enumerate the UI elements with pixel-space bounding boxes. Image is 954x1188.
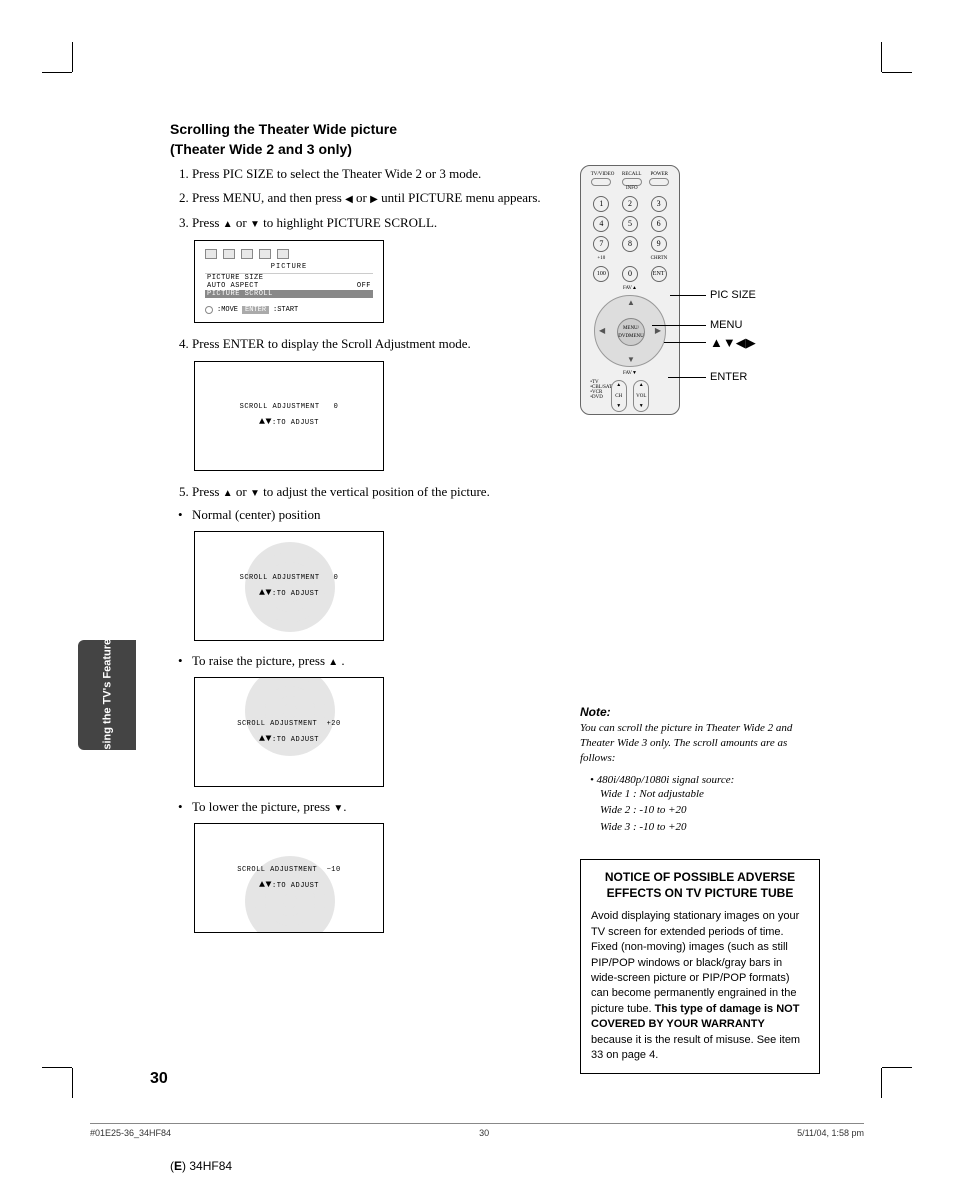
note-source: • 480i/480p/1080i signal source: bbox=[580, 774, 820, 786]
osd-row-autoaspect: AUTO ASPECT bbox=[207, 282, 259, 290]
remote-btn-recall bbox=[622, 178, 642, 186]
remote-num-1: 1 bbox=[593, 196, 609, 212]
up-arrow-icon: ▲ bbox=[328, 657, 338, 668]
section-heading: Scrolling the Theater Wide picture (Thea… bbox=[170, 120, 860, 159]
osd-tab-icon bbox=[259, 249, 271, 259]
callout-menu: MENU bbox=[710, 319, 742, 331]
down-arrow-icon: ▼ bbox=[333, 803, 343, 814]
remote-rocker-ch: ▲CH▼ bbox=[611, 380, 627, 412]
chapter-tab: Using the TV's Features bbox=[78, 640, 136, 750]
osd-title: PICTURE bbox=[201, 263, 377, 271]
osd-tab-icon bbox=[277, 249, 289, 259]
print-footer: #01E25-36_34HF84 30 5/11/04, 1:58 pm bbox=[90, 1128, 864, 1138]
footer-page: 30 bbox=[479, 1128, 489, 1138]
right-arrow-icon: ▶ bbox=[370, 193, 378, 207]
dpad-icon bbox=[205, 306, 213, 314]
osd-scroll-center: SCROLL ADJUSTMENT 0 ▲▼:TO ADJUST bbox=[194, 531, 384, 641]
note-heading: Note: bbox=[580, 705, 820, 719]
remote-num-4: 4 bbox=[593, 216, 609, 232]
bullet-lower: To lower the picture, press ▼. bbox=[170, 799, 550, 815]
step-4: Press ENTER to display the Scroll Adjust… bbox=[192, 335, 550, 353]
remote-btn-power bbox=[649, 178, 669, 186]
note-wide2: Wide 2 : -10 to +20 bbox=[600, 802, 820, 819]
remote-rocker-vol: ▲VOL▼ bbox=[633, 380, 649, 412]
model-number: (E) 34HF84 bbox=[170, 1159, 232, 1173]
osd-scroll-adjustment-blank: SCROLL ADJUSTMENT 0 ▲▼:TO ADJUST bbox=[194, 361, 384, 471]
up-arrow-icon: ▲ bbox=[223, 218, 233, 232]
note-body: You can scroll the picture in Theater Wi… bbox=[580, 721, 820, 766]
remote-num-3: 3 bbox=[651, 196, 667, 212]
chapter-tab-label: Using the TV's Features bbox=[100, 633, 114, 758]
warranty-warning-box: NOTICE OF POSSIBLE ADVERSE EFFECTS ON TV… bbox=[580, 859, 820, 1074]
bullet-raise: To raise the picture, press ▲ . bbox=[170, 653, 550, 669]
footer-date: 5/11/04, 1:58 pm bbox=[797, 1128, 864, 1138]
step-5: Press ▲ or ▼ to adjust the vertical posi… bbox=[192, 483, 550, 501]
page-number: 30 bbox=[150, 1070, 168, 1088]
callout-arrows: ▲▼◀▶ bbox=[710, 335, 756, 351]
step-1: Press PIC SIZE to select the Theater Wid… bbox=[192, 165, 550, 183]
osd-picture-menu: PICTURE PICTURE SIZE AUTO ASPECTOFF PICT… bbox=[194, 240, 384, 323]
osd-tab-icon bbox=[205, 249, 217, 259]
remote-btn-menu: MENU/DVDMENU bbox=[617, 318, 645, 346]
osd-scroll-raised: SCROLL ADJUSTMENT +20 ▲▼:TO ADJUST bbox=[194, 677, 384, 787]
down-arrow-icon: ▼ bbox=[250, 218, 260, 232]
note-wide3: Wide 3 : -10 to +20 bbox=[600, 819, 820, 836]
remote-num-9: 9 bbox=[651, 236, 667, 252]
remote-mode-labels: •TV •CBL/SAT •VCR •DVD bbox=[590, 380, 604, 412]
left-arrow-icon: ◀ bbox=[345, 193, 353, 207]
callout-picsize: PIC SIZE bbox=[710, 289, 756, 301]
remote-num-8: 8 bbox=[622, 236, 638, 252]
remote-num-6: 6 bbox=[651, 216, 667, 232]
warning-body: Avoid displaying stationary images on yo… bbox=[591, 910, 800, 1061]
remote-num-7: 7 bbox=[593, 236, 609, 252]
osd-row-picturescroll: PICTURE SCROLL bbox=[207, 290, 273, 298]
up-arrow-icon: ▲ bbox=[223, 487, 233, 501]
remote-num-5: 5 bbox=[622, 216, 638, 232]
osd-enter-tag: ENTER bbox=[242, 306, 269, 314]
note-wide1: Wide 1 : Not adjustable bbox=[600, 786, 820, 803]
remote-num-2: 2 bbox=[622, 196, 638, 212]
step-2: Press MENU, and then press ◀ or ▶ until … bbox=[192, 189, 550, 207]
step-3: Press ▲ or ▼ to highlight PICTURE SCROLL… bbox=[192, 214, 550, 232]
osd-tab-icon bbox=[223, 249, 235, 259]
footer-filename: #01E25-36_34HF84 bbox=[90, 1128, 171, 1138]
osd-row-picturesize: PICTURE SIZE bbox=[207, 274, 263, 282]
osd-scroll-lowered: SCROLL ADJUSTMENT −10 ▲▼:TO ADJUST bbox=[194, 823, 384, 933]
warning-title: NOTICE OF POSSIBLE ADVERSE EFFECTS ON TV… bbox=[591, 870, 809, 901]
bullet-center: Normal (center) position bbox=[170, 507, 550, 523]
callout-enter: ENTER bbox=[710, 371, 747, 383]
remote-num-0: 0 bbox=[622, 266, 638, 282]
remote-btn-tvvideo bbox=[591, 178, 611, 186]
osd-tab-icon bbox=[241, 249, 253, 259]
remote-btn-ent: ENT bbox=[651, 266, 667, 282]
down-arrow-icon: ▼ bbox=[250, 487, 260, 501]
remote-num-100: 100 bbox=[593, 266, 609, 282]
remote-dpad: ▲ ▼ ◀ ▶ MENU/DVDMENU bbox=[594, 295, 666, 367]
remote-control-diagram: TV/VIDEO RECALLINFO POWER 123 456 789 +1… bbox=[580, 165, 680, 415]
